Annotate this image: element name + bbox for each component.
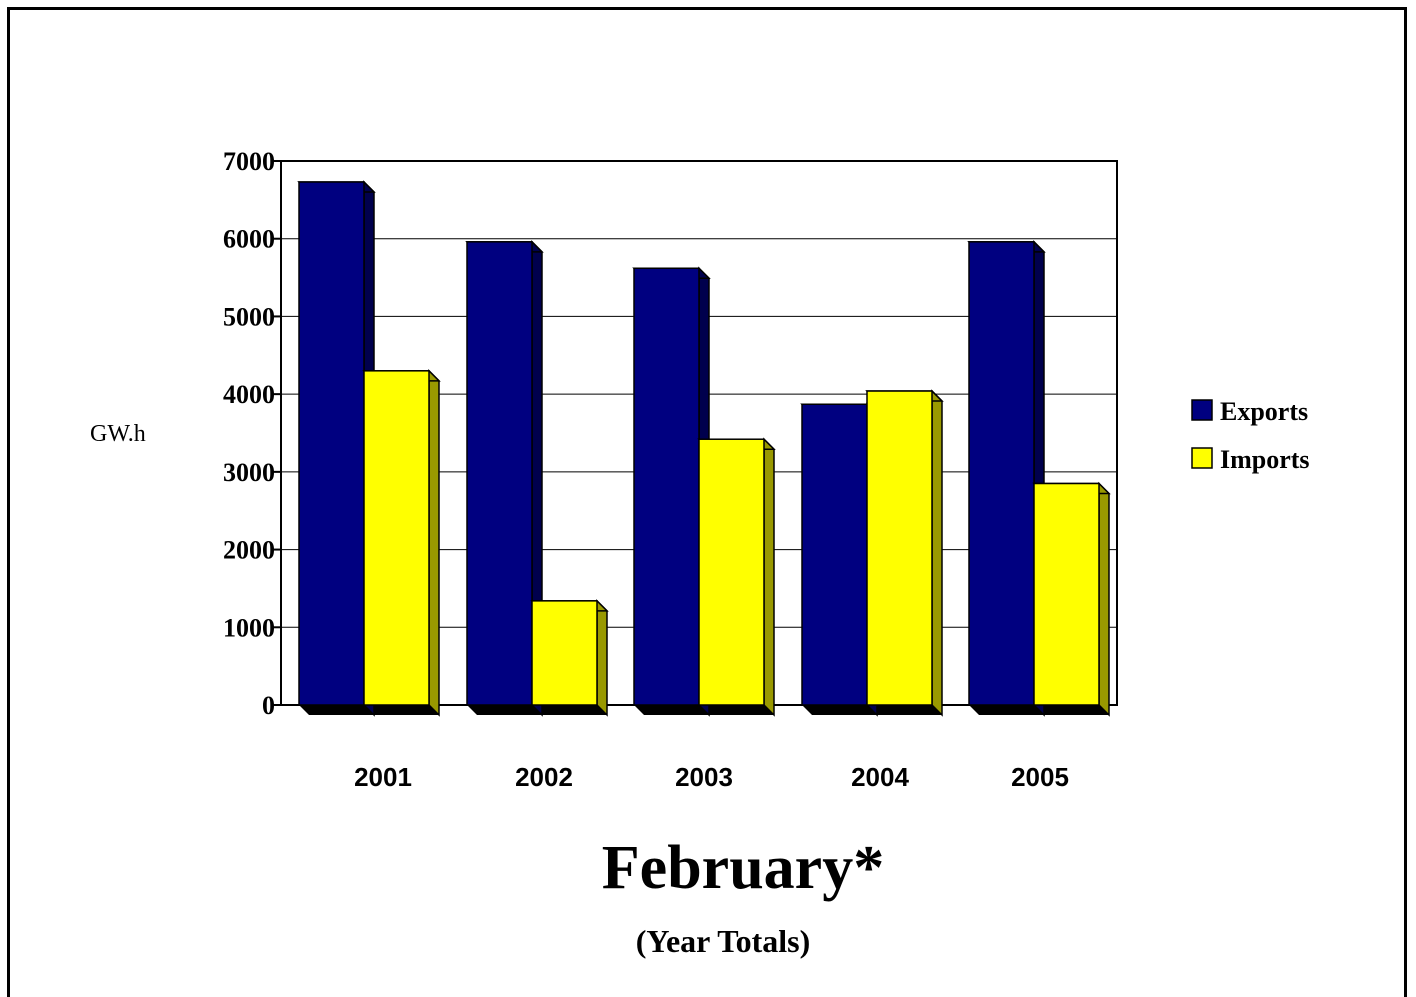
x-category-label: 2002 (515, 762, 573, 792)
legend-item-exports: Exports (1191, 397, 1308, 426)
bar-exports-2003 (632, 266, 711, 717)
y-tick-label: 1000 (223, 613, 275, 642)
y-tick-label: 4000 (223, 380, 275, 409)
x-category-label: 2004 (851, 762, 909, 792)
bar-imports-2004 (865, 389, 944, 717)
legend: Exports Imports (1191, 397, 1310, 474)
legend-swatch (1191, 447, 1213, 469)
bars (297, 180, 1111, 717)
y-tick-label: 0 (262, 691, 275, 720)
x-category-label: 2001 (354, 762, 412, 792)
legend-label: Imports (1220, 445, 1310, 474)
y-tick-label: 2000 (223, 536, 275, 565)
legend-label: Exports (1220, 397, 1308, 426)
y-axis-label: GW.h (90, 421, 146, 447)
y-tick-label: 6000 (223, 225, 275, 254)
y-axis-ticks: 0 1000 2000 3000 4000 5000 6000 7000 (223, 147, 281, 720)
bar-imports-2002 (530, 599, 609, 717)
bar-imports-2005 (1032, 481, 1111, 717)
bar-imports-2001 (362, 369, 441, 717)
chart-title: February* (602, 834, 884, 902)
legend-item-imports: Imports (1191, 445, 1310, 474)
bar-exports-2005 (967, 240, 1046, 717)
bar-exports-2002 (465, 240, 544, 717)
x-category-label: 2005 (1011, 762, 1069, 792)
x-category-label: 2003 (675, 762, 733, 792)
chart-subtitle: (Year Totals) (636, 923, 811, 959)
legend-swatch (1191, 399, 1213, 421)
bar-imports-2003 (697, 437, 776, 717)
y-tick-label: 5000 (223, 302, 275, 331)
y-tick-label: 3000 (223, 458, 275, 487)
x-axis-categories: 2001 2002 2003 2004 2005 (354, 762, 1069, 792)
y-tick-label: 7000 (223, 147, 275, 176)
bar-exports-2004 (800, 402, 879, 717)
bar-exports-2001 (297, 180, 376, 717)
